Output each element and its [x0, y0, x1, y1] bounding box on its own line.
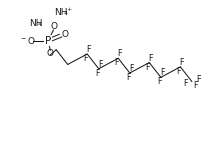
Text: 4: 4	[37, 22, 41, 28]
Text: F: F	[117, 49, 122, 58]
Text: O: O	[61, 30, 68, 39]
Text: F: F	[179, 58, 184, 67]
Text: O: O	[50, 22, 57, 31]
Text: F: F	[84, 54, 88, 63]
Text: F: F	[148, 54, 153, 63]
Text: F: F	[146, 62, 150, 72]
Text: 4: 4	[63, 11, 67, 16]
Text: O: O	[47, 49, 54, 58]
Text: NH: NH	[29, 19, 42, 28]
Text: P: P	[45, 36, 51, 46]
Text: F: F	[157, 77, 162, 86]
Text: NH: NH	[55, 8, 68, 17]
Text: F: F	[129, 64, 133, 73]
Text: F: F	[115, 58, 119, 67]
Text: F: F	[193, 81, 197, 90]
Text: +: +	[66, 7, 71, 13]
Text: F: F	[184, 79, 188, 88]
Text: F: F	[177, 67, 181, 76]
Text: $^-$O: $^-$O	[19, 35, 36, 46]
Text: F: F	[86, 45, 91, 54]
Text: F: F	[126, 73, 131, 82]
Text: F: F	[196, 75, 200, 84]
Text: F: F	[98, 60, 102, 69]
Text: F: F	[95, 69, 100, 78]
Text: F: F	[160, 68, 164, 77]
